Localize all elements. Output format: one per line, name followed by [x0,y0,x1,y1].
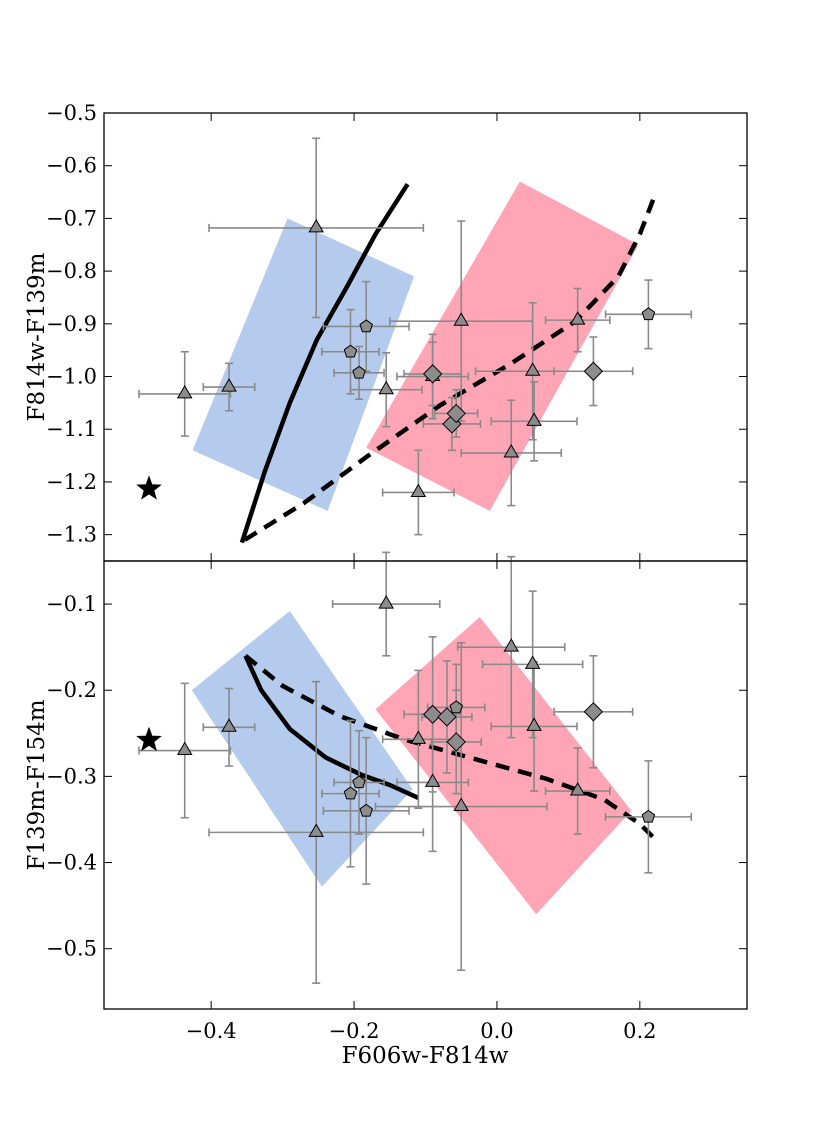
bottom-diamond-marker [422,704,443,725]
top-y-tick-label: −1.1 [46,417,97,441]
top-y-tick-label: −0.9 [46,312,97,336]
x-axis-label: F606w-F814w [342,1043,509,1069]
top-curve-solid [239,182,410,544]
bottom-pentagon-marker [343,786,358,800]
bottom-x-tick-label: −0.4 [186,1019,237,1043]
bottom-triangle-marker [524,655,541,669]
top-y-tick-label: −0.5 [46,101,97,125]
bottom-diamond-marker [446,732,466,752]
top-triangle-marker [526,412,542,426]
bottom-markers [136,595,656,837]
bottom-y-tick-label: −0.4 [46,851,97,875]
top-pentagon-marker [359,319,373,333]
top-diamond-marker [583,361,604,381]
top-triangle-marker [453,312,470,326]
top-triangle-marker [221,378,237,392]
bottom-error-bars [138,551,693,984]
top-pentagon-marker [641,307,656,321]
bottom-x-tick-label: 0.2 [623,1019,656,1043]
bottom-x-tick-label: −0.2 [329,1019,380,1043]
top-triangle-marker [569,311,586,325]
bottom-pentagon-marker [641,809,656,823]
top-triangle-marker [378,380,394,395]
top-panel: −0.5 −0.6 −0.7 −0.8 −0.9 −1.0 −1.1 −1.2 −1.3 F81… [24,101,748,562]
bottom-star-marker [136,726,162,752]
top-triangle-marker [176,384,193,399]
bottom-triangle-marker [503,638,520,652]
top-error-bars [138,137,693,536]
bottom-triangle-marker [410,730,427,744]
top-y-tick-label: −1.0 [46,365,97,389]
top-triangle-marker [524,362,541,376]
bottom-curve-dashed [244,654,655,839]
bottom-x-tick-label: 0.0 [480,1019,513,1043]
bottom-triangle-marker [526,717,542,731]
bottom-triangle-marker [453,797,470,812]
bottom-pentagon-marker [352,775,366,789]
top-pentagon-marker [343,344,358,358]
top-region-pink [366,181,639,511]
bottom-axes-frame [103,560,748,1010]
top-axes-frame [103,112,748,562]
top-y-tick-label: −0.7 [46,206,97,230]
bottom-triangle-marker [378,595,394,609]
bottom-y-tick-label: −0.3 [46,764,97,788]
top-y-tick-label: −0.6 [46,154,97,178]
top-pentagon-marker [352,365,366,379]
bottom-y-tick-label: −0.5 [46,937,97,961]
top-markers [136,218,656,500]
top-region-blue [192,218,415,511]
bottom-triangle-marker [569,782,586,796]
bottom-y-tick-label: −0.2 [46,678,97,702]
bottom-region-blue [191,611,413,887]
top-y-tick-label: −1.3 [46,523,97,547]
top-triangle-marker [308,218,324,233]
bottom-triangle-marker [176,741,193,756]
bottom-triangle-marker [424,773,441,787]
top-diamond-marker [446,403,466,424]
bottom-diamond-marker [583,702,604,722]
bottom-pentagon-marker [359,803,373,817]
bottom-triangle-marker [308,823,324,837]
bottom-triangle-marker [221,718,237,732]
bottom-y-tick-label: −0.1 [46,592,97,616]
top-triangle-marker [410,483,427,497]
top-curve-dashed [243,196,657,542]
top-y-tick-label: −1.2 [46,470,97,494]
bottom-curve-solid [243,654,420,800]
top-triangle-marker [503,443,520,458]
bottom-pentagon-marker [449,700,463,714]
bottom-panel: −0.4 −0.2 0.0 0.2 −0.1 −0.2 −0.3 −0.4 −0.5 F139m… [24,551,748,1069]
top-star-marker [136,475,162,500]
top-diamond-marker [422,364,443,384]
top-y-axis-label: F814w-F139m [24,252,50,421]
bottom-diamond-marker [437,707,457,727]
bottom-y-axis-label: F139m-F154m [24,699,50,870]
top-y-tick-label: −0.8 [46,259,97,283]
